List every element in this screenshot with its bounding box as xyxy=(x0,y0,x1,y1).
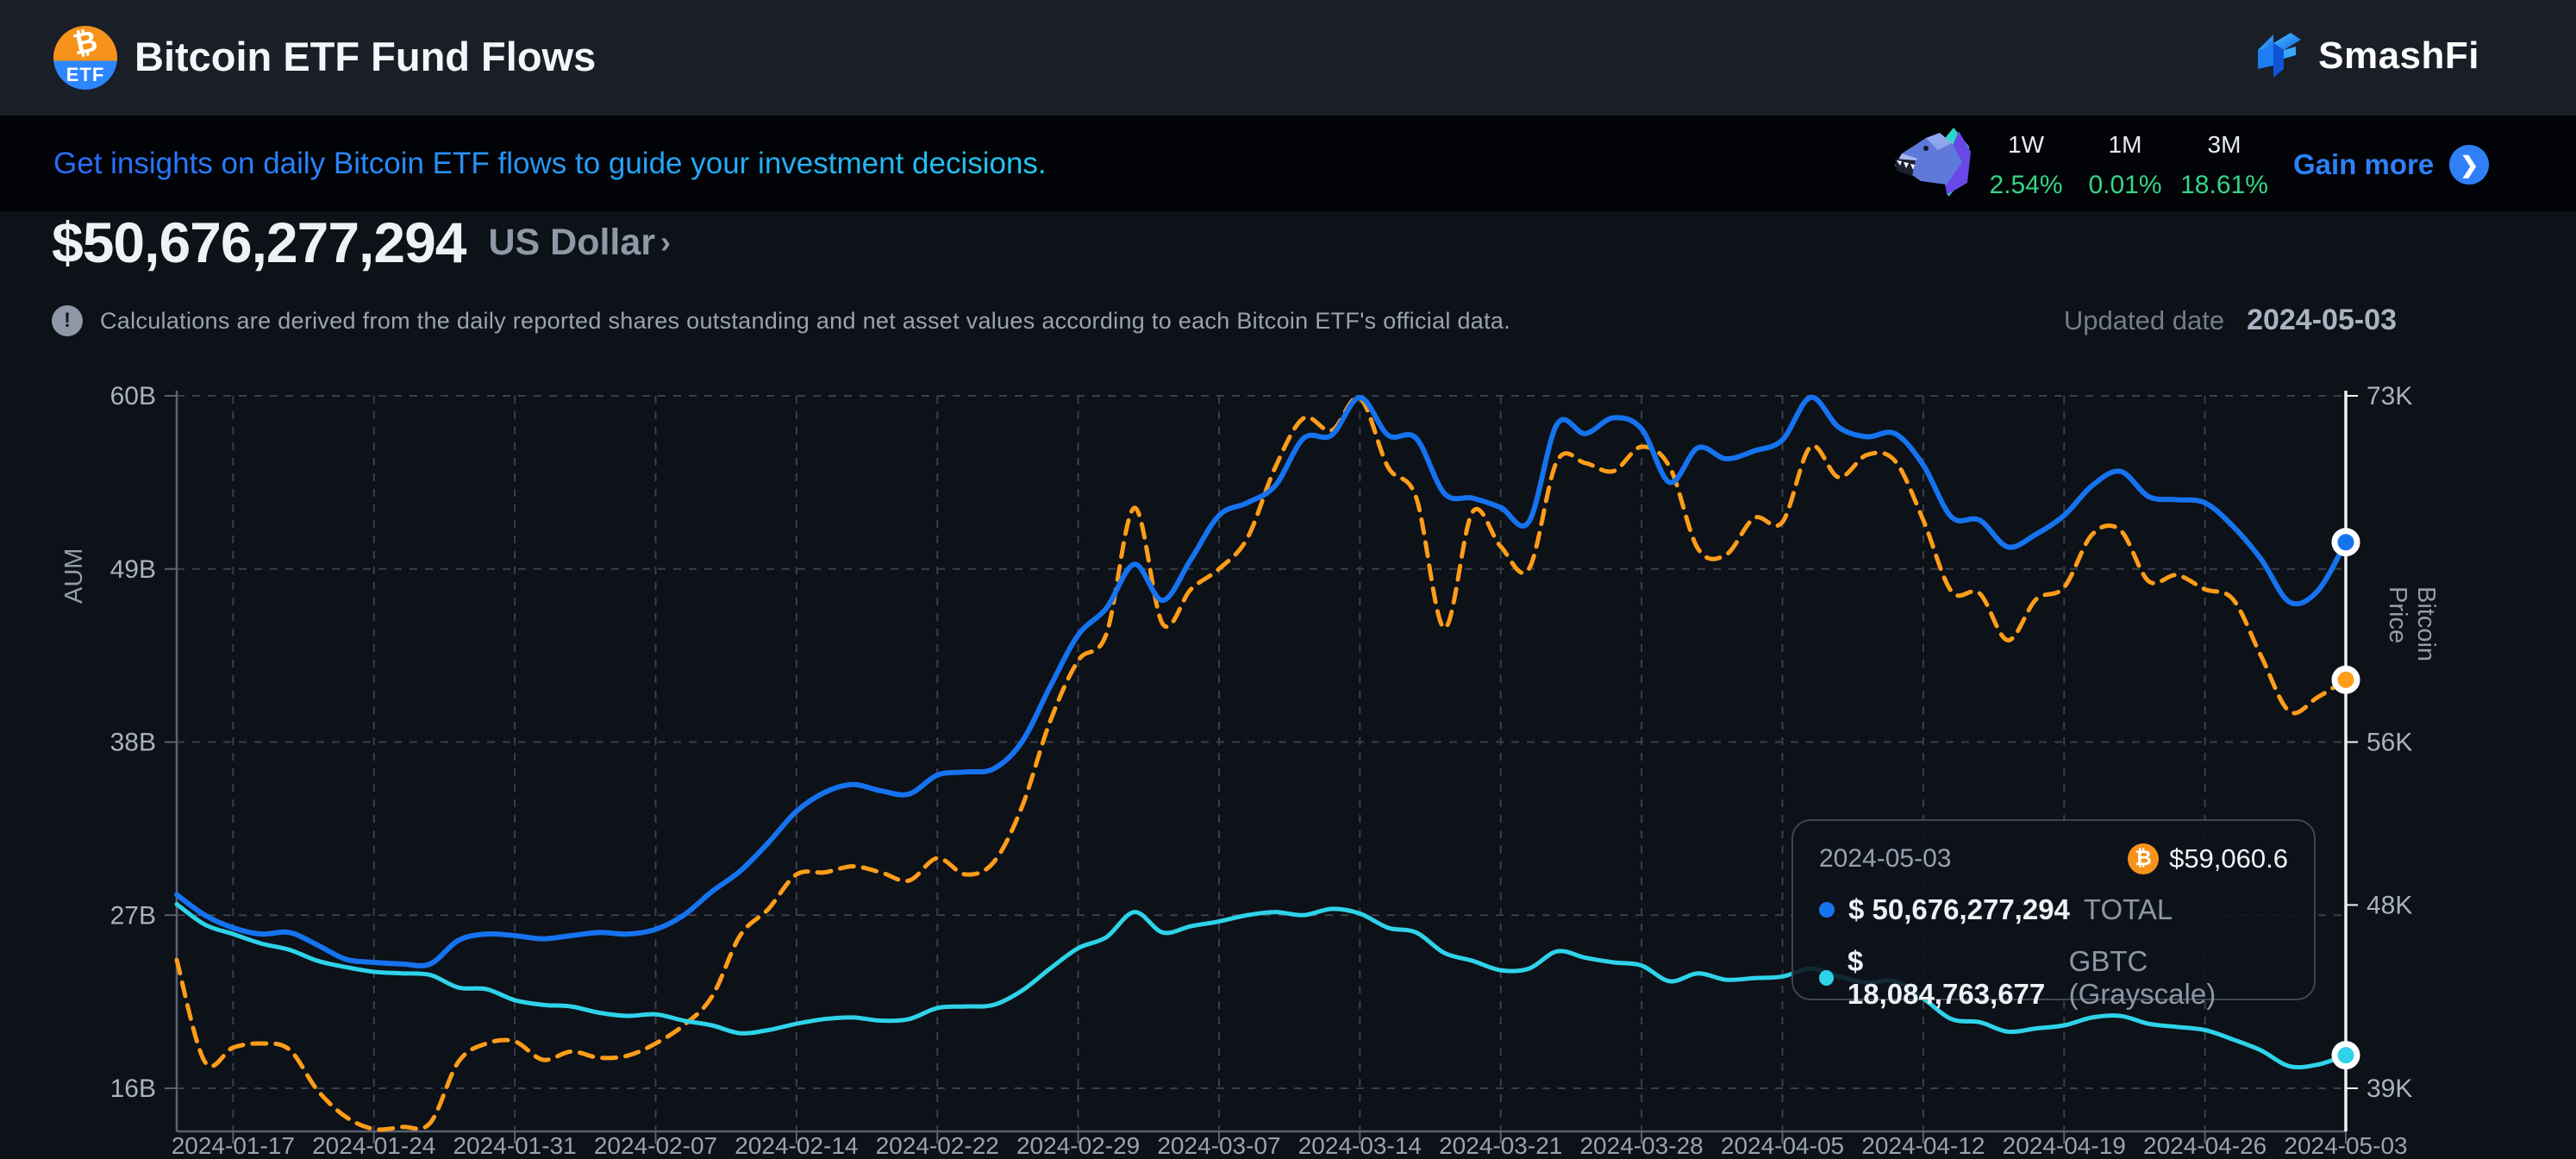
bitcoin-price-line xyxy=(174,395,2348,1132)
right-tick-label: 39K xyxy=(2367,1074,2412,1103)
smashfi-glyph-icon xyxy=(2258,33,2302,78)
etf-label: ETF xyxy=(66,64,105,85)
chevron-right-icon: ❯ xyxy=(2449,145,2490,185)
stat-1m: 1M 0.01% xyxy=(2069,131,2181,200)
aum-summary: $50,676,277,294 US Dollar › xyxy=(52,210,671,275)
left-tick-label: 16B xyxy=(110,1074,156,1103)
updated-date-value: 2024-05-03 xyxy=(2247,304,2397,336)
tooltip-gbtc-value: $ 18,084,763,677 xyxy=(1847,945,2046,1010)
right-tick-label: 48K xyxy=(2367,891,2412,919)
banner-message: Get insights on daily Bitcoin ETF flows … xyxy=(53,147,1047,180)
left-tick-label: 38B xyxy=(110,729,156,757)
left-tick-label: 27B xyxy=(110,901,156,930)
x-tick-label: 2024-02-07 xyxy=(594,1132,717,1159)
stat-1w: 1W 2.54% xyxy=(1970,131,2082,200)
stat-1w-value: 2.54% xyxy=(1989,171,2063,199)
left-tick-label: 49B xyxy=(110,555,156,584)
right-axis-title: Bitcoin Price xyxy=(2384,586,2440,662)
note-text: Calculations are derived from the daily … xyxy=(100,307,1511,334)
x-tick-label: 2024-03-21 xyxy=(1439,1132,1562,1159)
stat-1m-label: 1M xyxy=(2108,131,2142,158)
bitcoin-icon: ₿ xyxy=(2128,843,2160,874)
tooltip-row-total: $ 50,676,277,294 TOTAL xyxy=(1819,893,2288,926)
header: ₿ ETF Bitcoin ETF Fund Flows SmashFi xyxy=(0,0,2576,116)
brand-name: SmashFi xyxy=(2318,34,2479,77)
promo-banner: Get insights on daily Bitcoin ETF flows … xyxy=(0,116,2576,211)
right-tick-label: 56K xyxy=(2367,729,2412,757)
gbtc-series-dot xyxy=(1819,970,1834,986)
tooltip-total-label: TOTAL xyxy=(2083,893,2173,925)
x-tick-label: 2024-01-17 xyxy=(172,1132,295,1159)
shark-icon xyxy=(1886,121,1976,211)
x-tick-label: 2024-04-19 xyxy=(2003,1132,2126,1159)
chart-tooltip: 2024-05-03 ₿ $59,060.6 $ 50,676,277,294 … xyxy=(1791,819,2316,1010)
stat-1m-value: 0.01% xyxy=(2088,171,2162,199)
info-icon: ! xyxy=(52,305,83,336)
stat-3m: 3M 18.61% xyxy=(2168,131,2280,200)
x-tick-label: 2024-01-24 xyxy=(312,1132,435,1159)
bitcoin-price-endpoint-dot xyxy=(2331,665,2360,694)
page-title: Bitcoin ETF Fund Flows xyxy=(134,34,597,79)
tooltip-date: 2024-05-03 xyxy=(1819,844,1952,873)
tooltip-btc-price: $59,060.6 xyxy=(2169,843,2288,874)
currency-chevron-icon: › xyxy=(660,224,672,260)
x-tick-label: 2024-02-14 xyxy=(735,1132,858,1159)
tooltip-row-gbtc: $ 18,084,763,677 GBTC (Grayscale) xyxy=(1819,945,2288,1011)
updated-date: Updated date 2024-05-03 xyxy=(2064,304,2397,337)
x-tick-label: 2024-01-31 xyxy=(453,1132,576,1159)
x-tick-label: 2024-03-07 xyxy=(1157,1132,1280,1159)
gbtc-grayscale--line xyxy=(174,901,2348,1070)
x-tick-label: 2024-04-12 xyxy=(1861,1132,1985,1159)
tooltip-gbtc-label: GBTC (Grayscale) xyxy=(2068,945,2216,1010)
currency-selector[interactable]: US Dollar › xyxy=(488,222,671,264)
updated-date-label: Updated date xyxy=(2063,305,2225,335)
stat-3m-label: 3M xyxy=(2207,131,2241,158)
aum-total-value: $50,676,277,294 xyxy=(52,210,466,274)
x-tick-label: 2024-02-22 xyxy=(876,1132,999,1159)
gbtc-grayscale--endpoint-dot xyxy=(2331,1041,2360,1070)
bitcoin-etf-logo-icon: ₿ ETF xyxy=(53,26,117,90)
tooltip-total-value: $ 50,676,277,294 xyxy=(1848,893,2070,925)
calculation-note: ! Calculations are derived from the dail… xyxy=(52,305,1510,336)
total-line xyxy=(174,394,2348,968)
smashfi-logo[interactable]: SmashFi xyxy=(2253,31,2479,81)
left-axis-title: AUM xyxy=(60,548,88,604)
total-series-dot xyxy=(1819,902,1835,918)
x-tick-label: 2024-04-05 xyxy=(1721,1132,1844,1159)
x-tick-label: 2024-03-28 xyxy=(1579,1132,1703,1159)
gain-more-label: Gain more xyxy=(2293,148,2435,180)
x-tick-label: 2024-05-03 xyxy=(2284,1132,2407,1159)
right-tick-label: 73K xyxy=(2367,382,2412,410)
gain-more-button[interactable]: Gain more ❯ xyxy=(2293,145,2490,185)
total-endpoint-dot xyxy=(2331,528,2360,557)
left-tick-label: 60B xyxy=(110,382,156,410)
currency-label: US Dollar xyxy=(488,221,656,263)
stat-3m-value: 18.61% xyxy=(2180,171,2268,199)
x-tick-label: 2024-04-26 xyxy=(2143,1132,2267,1159)
x-tick-label: 2024-03-14 xyxy=(1298,1132,1422,1159)
x-tick-label: 2024-02-29 xyxy=(1016,1132,1140,1159)
stat-1w-label: 1W xyxy=(2008,131,2044,158)
